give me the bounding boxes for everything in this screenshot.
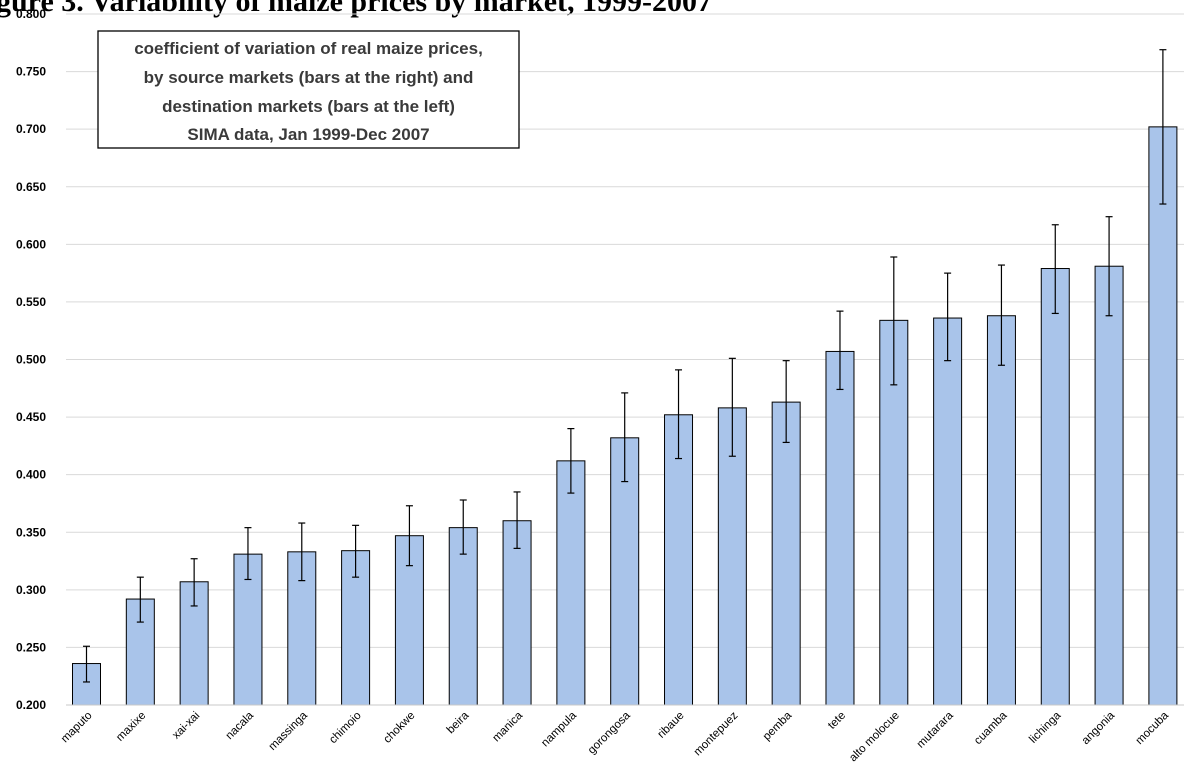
annotation-line: SIMA data, Jan 1999-Dec 2007 xyxy=(187,125,429,144)
x-tick-label: mocuba xyxy=(1134,709,1172,747)
annotation-line: destination markets (bars at the left) xyxy=(162,97,455,116)
error-bar xyxy=(83,645,90,683)
bar-gorongosa xyxy=(610,437,640,706)
x-tick-label: manica xyxy=(490,709,525,744)
x-tick-label: mutarara xyxy=(915,709,956,750)
bars xyxy=(72,126,1178,706)
error-bar xyxy=(944,272,952,362)
bar-cuamba xyxy=(986,315,1016,706)
x-tick-label: nampula xyxy=(539,709,579,749)
bar-beira xyxy=(448,527,478,706)
y-tick-label: 0.600 xyxy=(16,237,46,251)
error-bar xyxy=(728,357,736,457)
bar-ribaue xyxy=(664,414,694,706)
y-axis-ticks: 0.200 0.250 0.300 0.350 0.400 0.450 0.500 0.550… xyxy=(16,7,46,712)
bar-tete xyxy=(825,350,855,706)
y-tick-label: 0.750 xyxy=(16,65,46,79)
x-tick-label: chokwe xyxy=(381,710,417,746)
x-tick-label: chimoio xyxy=(327,710,364,747)
bar-mutarara xyxy=(933,317,963,706)
error-bar xyxy=(352,524,360,578)
x-tick-label: xai-xai xyxy=(170,710,202,742)
x-tick-label: nacala xyxy=(224,709,257,742)
y-tick-label: 0.650 xyxy=(16,180,46,194)
x-tick-label: ribaue xyxy=(656,710,687,741)
x-tick-label: pemba xyxy=(761,709,795,743)
x-axis-labels: maputo maxixe xai-xai nacala massinga chimoio… xyxy=(59,709,1171,764)
y-tick-label: 0.350 xyxy=(16,525,46,539)
x-tick-label: lichinga xyxy=(1027,709,1063,745)
error-bar xyxy=(782,360,790,444)
x-tick-label: cuamba xyxy=(972,709,1010,747)
bar-pemba xyxy=(771,401,801,706)
error-bar xyxy=(621,392,629,483)
error-bar xyxy=(836,310,844,391)
y-tick-label: 0.250 xyxy=(16,640,46,654)
error-bar xyxy=(405,505,413,567)
y-tick-label: 0.400 xyxy=(16,468,46,482)
x-tick-label: massinga xyxy=(267,709,311,753)
error-bar xyxy=(244,527,252,581)
bar-angonia xyxy=(1094,265,1124,706)
error-bars xyxy=(83,49,1167,683)
error-bar xyxy=(190,558,198,607)
y-tick-label: 0.700 xyxy=(16,122,46,136)
error-bar xyxy=(1105,216,1113,317)
error-bar xyxy=(459,499,467,555)
error-bar xyxy=(1051,224,1059,315)
x-tick-label: tete xyxy=(826,710,848,732)
error-bar xyxy=(567,428,575,494)
bar-mocuba xyxy=(1148,126,1178,706)
annotation-line: coefficient of variation of real maize p… xyxy=(134,39,483,58)
y-tick-label: 0.550 xyxy=(16,295,46,309)
x-tick-label: alto molocue xyxy=(847,710,902,765)
bar-nampula xyxy=(556,460,586,706)
page-title: gure 3. Variability of maize prices by m… xyxy=(0,0,712,18)
annotation-frame xyxy=(97,30,520,149)
error-bar xyxy=(513,491,521,549)
annotation-box: coefficient of variation of real maize p… xyxy=(97,30,520,149)
error-bar xyxy=(890,256,898,386)
annotation-line: by source markets (bars at the right) an… xyxy=(144,68,474,87)
y-tick-label: 0.200 xyxy=(16,698,46,712)
x-tick-label: gorongosa xyxy=(586,709,633,756)
x-tick-label: montepuez xyxy=(692,709,741,758)
x-tick-label: maxixe xyxy=(114,710,148,744)
x-tick-label: beira xyxy=(445,709,472,736)
y-tick-label: 0.450 xyxy=(16,410,46,424)
y-tick-label: 0.500 xyxy=(16,353,46,367)
bar-lichinga xyxy=(1040,268,1070,706)
error-bar xyxy=(298,522,306,582)
y-tick-label: 0.800 xyxy=(16,7,46,21)
error-bar xyxy=(675,369,683,460)
x-tick-label: maputo xyxy=(59,710,95,746)
error-bar xyxy=(1159,49,1167,205)
y-tick-label: 0.300 xyxy=(16,583,46,597)
x-tick-label: angonia xyxy=(1080,709,1118,747)
error-bar xyxy=(997,264,1005,366)
error-bar xyxy=(136,576,144,623)
